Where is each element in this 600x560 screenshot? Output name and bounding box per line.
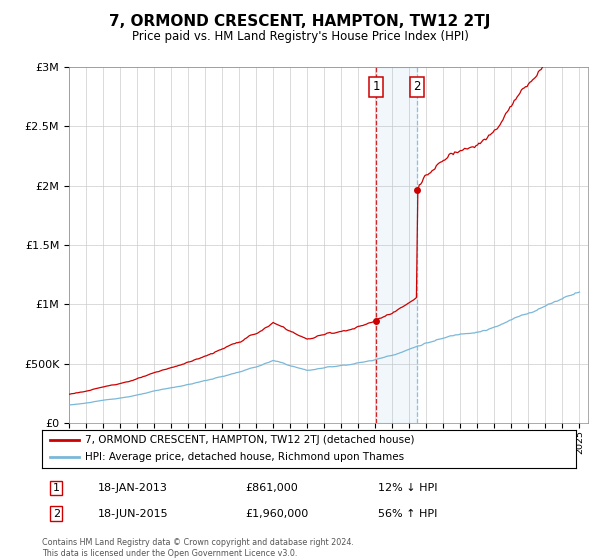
- Bar: [376, 67, 417, 423]
- Text: 2: 2: [413, 80, 421, 94]
- Text: 12% ↓ HPI: 12% ↓ HPI: [379, 483, 438, 493]
- Text: 56% ↑ HPI: 56% ↑ HPI: [379, 509, 438, 519]
- Text: £861,000: £861,000: [245, 483, 298, 493]
- Text: £1,960,000: £1,960,000: [245, 509, 308, 519]
- Text: HPI: Average price, detached house, Richmond upon Thames: HPI: Average price, detached house, Rich…: [85, 452, 404, 463]
- Text: Price paid vs. HM Land Registry's House Price Index (HPI): Price paid vs. HM Land Registry's House …: [131, 30, 469, 43]
- Text: 7, ORMOND CRESCENT, HAMPTON, TW12 2TJ (detached house): 7, ORMOND CRESCENT, HAMPTON, TW12 2TJ (d…: [85, 435, 414, 445]
- Text: 18-JAN-2013: 18-JAN-2013: [98, 483, 168, 493]
- Text: 7, ORMOND CRESCENT, HAMPTON, TW12 2TJ: 7, ORMOND CRESCENT, HAMPTON, TW12 2TJ: [109, 14, 491, 29]
- Text: 18-JUN-2015: 18-JUN-2015: [98, 509, 169, 519]
- Text: 2: 2: [53, 509, 60, 519]
- Text: 1: 1: [53, 483, 59, 493]
- Text: Contains HM Land Registry data © Crown copyright and database right 2024.
This d: Contains HM Land Registry data © Crown c…: [42, 538, 354, 558]
- Text: 1: 1: [373, 80, 380, 94]
